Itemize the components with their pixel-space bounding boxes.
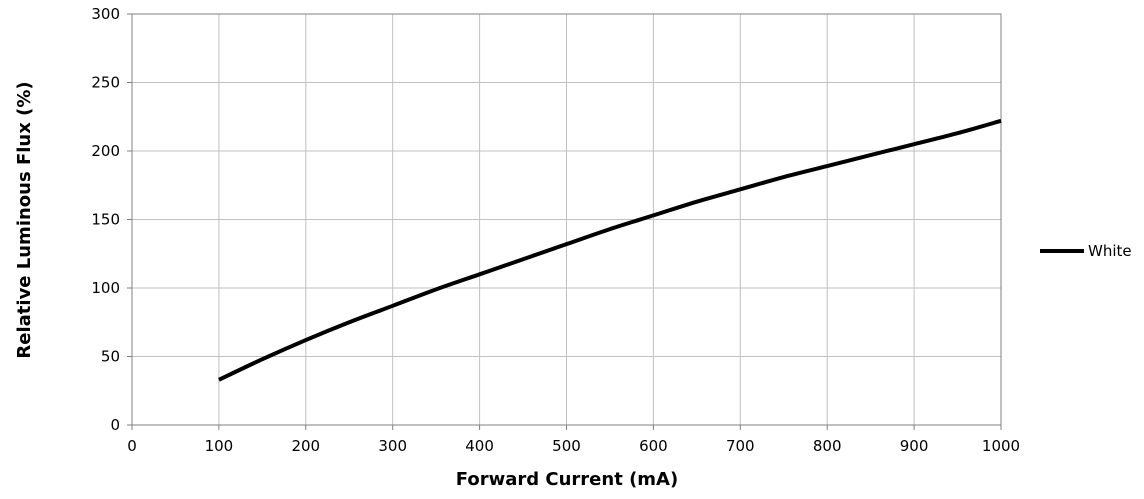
x-axis-title: Forward Current (mA) [456,469,678,490]
tick-labels: 0 100 200 300 400 500 600 700 800 900 1000 0 50 100 15… [91,5,1020,455]
y-axis-title: Relative Luminous Flux (%) [14,81,35,358]
y-tick-label: 0 [110,416,120,434]
x-tick-label: 200 [291,437,320,455]
x-tick-label: 900 [900,437,929,455]
grid [132,13,1002,425]
x-tick-label: 600 [639,437,668,455]
x-tick-label: 800 [813,437,842,455]
x-tick-label: 400 [465,437,494,455]
axes [127,13,1002,430]
y-tick-label: 300 [91,5,120,23]
legend-label-white: White [1088,242,1132,260]
legend: White [1040,242,1132,260]
y-tick-label: 250 [91,74,120,92]
x-tick-label: 700 [726,437,755,455]
y-tick-label: 150 [91,211,120,229]
x-tick-label: 1000 [982,437,1020,455]
x-tick-label: 500 [552,437,581,455]
y-tick-label: 50 [101,348,120,366]
series-line-white [218,118,1002,382]
x-tick-label: 300 [378,437,407,455]
x-tick-label: 100 [205,437,234,455]
series-layer [218,118,1002,382]
x-tick-label: 0 [127,437,137,455]
y-tick-label: 100 [91,279,120,297]
y-tick-label: 200 [91,142,120,160]
